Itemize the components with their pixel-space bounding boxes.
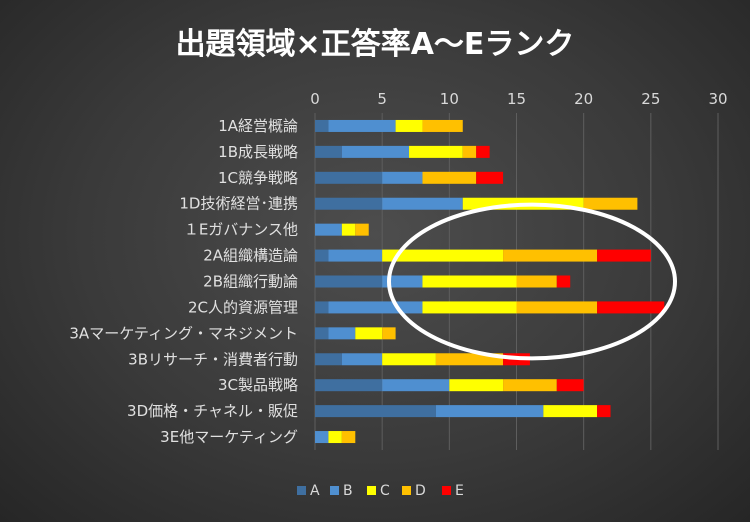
bar-segment-E [597,405,611,418]
bar-segment-C [422,275,517,288]
bar-segment-C [449,379,504,392]
bar-segment-A [315,197,383,210]
legend-label: A [310,483,320,499]
x-tick-label: 20 [574,90,593,108]
category-label: 2A組織構造論 [203,247,298,265]
bar-segment-C [543,405,598,418]
bar-segment-D [516,275,557,288]
bar-segment-A [315,275,383,288]
bar-segment-A [315,405,436,418]
bar-segment-C [328,431,342,444]
x-tick-label: 30 [708,90,727,108]
bar-segment-E [476,145,490,158]
category-label: 3Aマーケティング・マネジメント [69,324,298,342]
bar-segment-D [503,249,598,262]
chart-title: 出題領域×正答率A～Eランク [176,27,575,62]
bar-segment-D [462,145,477,158]
legend-swatch-A [297,486,306,495]
bar-segment-C [382,353,436,366]
category-label: １Eガバナンス他 [184,221,298,239]
bar-segment-B [341,353,383,366]
bar-segment-B [328,119,396,132]
bar-segment-A [315,145,342,158]
highlight-annotation [387,202,677,361]
bar-segment-E [476,171,504,184]
x-tick-label: 0 [310,90,320,108]
bar-segment-D [382,327,396,340]
bar-segment-C [422,301,517,314]
bar-segment-D [341,431,356,444]
bar-segment-A [315,301,329,314]
bar-segment-D [355,223,369,236]
legend-label: B [343,483,353,499]
bar-segment-C [355,327,383,340]
legend-label: E [455,483,464,499]
bar-segment-D [503,379,557,392]
bar-segment-B [382,379,450,392]
highlight-ellipse [387,202,677,361]
bar-segment-B [328,301,423,314]
bar-segment-A [315,171,383,184]
bar-segment-D [422,171,477,184]
bar-segment-C [409,145,463,158]
category-label: 1C競争戦略 [218,169,298,187]
bar-segment-B [382,275,423,288]
bar-segment-B [435,405,544,418]
legend-swatch-B [330,486,339,495]
legend-swatch-E [442,486,451,495]
legend-swatch-C [367,486,376,495]
bar-segment-C [395,119,423,132]
bar-segment-B [315,223,342,236]
bar-segment-A [315,353,342,366]
category-label: 3D価格・チャネル・販促 [127,402,298,420]
bar-segment-B [382,171,423,184]
bar-segment-D [516,301,598,314]
bar-segment-B [315,431,329,444]
category-labels: 1A経営概論 1B成長戦略 1C競争戦略 1D技術経営･連携 １Eガバナンス他 2A組織構… [69,117,298,446]
x-axis-ticks: 0 5 10 15 20 25 30 [310,90,727,108]
legend-swatch-D [402,486,411,495]
category-label: 3C製品戦略 [218,376,298,394]
category-label: 3E他マーケティング [160,428,298,446]
category-label: 1B成長戦略 [218,143,298,161]
bar-segment-A [315,327,329,340]
bar-segment-B [328,249,383,262]
bar-segment-B [382,197,463,210]
x-tick-label: 10 [440,90,459,108]
bar-segment-D [422,119,463,132]
x-tick-label: 5 [377,90,387,108]
bar-segment-D [583,197,638,210]
bar-segment-A [315,119,329,132]
category-label: 3Bリサーチ・消費者行動 [128,350,298,368]
x-tick-label: 15 [507,90,526,108]
x-tick-label: 25 [641,90,660,108]
bar-segment-C [341,223,356,236]
bar-segment-A [315,379,383,392]
bar-segment-B [328,327,356,340]
category-label: 2C人的資源管理 [188,298,298,316]
bar-segment-C [382,249,504,262]
bars [315,119,665,444]
category-label: 2B組織行動論 [203,273,298,291]
category-label: 1D技術経営･連携 [179,195,298,213]
legend-label: D [415,483,426,499]
bar-segment-B [341,145,410,158]
bar-segment-E [556,379,584,392]
bar-segment-E [597,249,651,262]
bar-segment-A [315,249,329,262]
bar-segment-E [556,275,571,288]
bar-segment-E [597,301,665,314]
legend-label: C [380,483,390,499]
legend: A B C D E [297,483,464,499]
category-label: 1A経営概論 [218,117,298,135]
